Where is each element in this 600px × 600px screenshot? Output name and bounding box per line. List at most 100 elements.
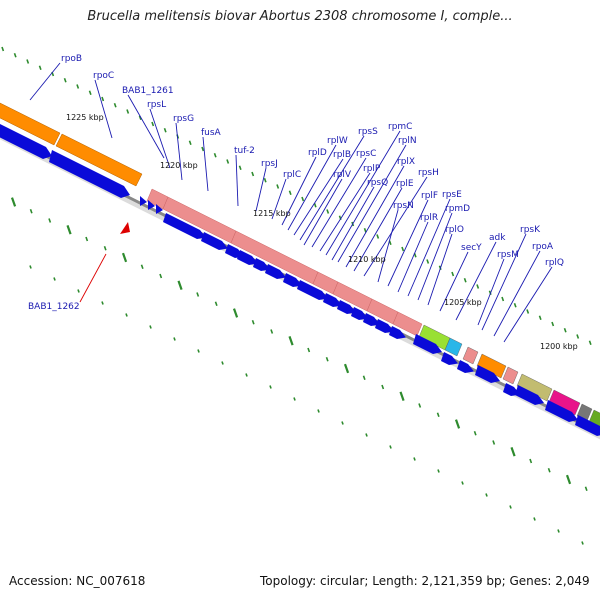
gene-label-rpsh[interactable]: rpsH (418, 168, 439, 178)
gene-label-rpsc[interactable]: rpsC (356, 149, 376, 159)
tick-mark (77, 289, 80, 293)
tick-mark (226, 159, 230, 164)
cds-arrow (441, 352, 458, 365)
tick-mark (149, 325, 152, 329)
gene-label-rpoa[interactable]: rpoA (532, 242, 554, 252)
cds-arrow (545, 400, 578, 422)
leader-line (493, 250, 541, 337)
gene-label-rplo[interactable]: rplO (445, 225, 464, 235)
gene-label-rpln[interactable]: rplN (398, 136, 417, 146)
highlight-leader-line (79, 253, 107, 303)
gene-label-rplp[interactable]: rplP (363, 164, 381, 174)
tick-mark (238, 165, 242, 171)
gene-label-rple[interactable]: rplE (396, 179, 414, 189)
feature-blocks (0, 102, 600, 428)
leader-line (331, 186, 375, 261)
gene-label-secy[interactable]: secY (461, 243, 482, 253)
gene-label-rplb[interactable]: rplB (333, 150, 351, 160)
leader-line (287, 144, 337, 231)
kbp-label: 1205 kbp (444, 298, 482, 307)
cds-arrow (140, 196, 147, 206)
gene-label-rpmc[interactable]: rpmC (388, 122, 412, 132)
tick-mark (1, 46, 5, 52)
leader-line (407, 198, 451, 297)
rpsk-block (502, 366, 519, 385)
tick-mark (10, 197, 17, 207)
tick-mark (263, 177, 267, 183)
gene-label-fusa[interactable]: fusA (201, 128, 222, 138)
gene-label-tuf-2[interactable]: tuf-2 (234, 146, 255, 156)
gene-label-rpsl[interactable]: rpsL (147, 100, 166, 110)
topology-summary: Topology: circular; Length: 2,121,359 bp… (260, 574, 590, 588)
leader-line (29, 62, 61, 101)
gene-label-rpsn[interactable]: rpsN (393, 201, 414, 211)
tick-mark (288, 335, 294, 346)
tick-mark (53, 277, 56, 281)
cds-arrow (575, 415, 600, 436)
tick-mark (101, 96, 105, 102)
cds-arrow (457, 360, 474, 373)
gene-label-bab1-1262[interactable]: BAB1_1262 (28, 302, 80, 312)
gene-label-adk[interactable]: adk (489, 233, 506, 243)
tick-mark (201, 146, 205, 152)
tick-mark (343, 363, 350, 374)
tick-mark (341, 421, 344, 425)
tick-mark (126, 109, 130, 114)
gene-label-rpsm[interactable]: rpsM (497, 250, 519, 260)
tick-mark (269, 385, 272, 389)
gene-label-rpmd[interactable]: rpmD (445, 204, 470, 214)
tick-mark (26, 59, 30, 64)
tick-mark (63, 77, 67, 83)
leader-line (503, 266, 553, 343)
leader-line (363, 176, 428, 277)
gene-label-rplr[interactable]: rplR (420, 213, 438, 223)
kbp-label: 1215 kbp (253, 209, 291, 218)
gene-label-rpsg[interactable]: rpsG (173, 114, 194, 124)
gene-label-rpld[interactable]: rplD (308, 148, 327, 158)
tick-mark (188, 140, 192, 146)
cds-arrow (413, 334, 442, 354)
cds-arrow (323, 293, 342, 307)
gene-label-rpsj[interactable]: rpsJ (261, 159, 278, 169)
gene-label-rplf[interactable]: rplF (421, 191, 438, 201)
leader-line (293, 158, 344, 236)
tick-mark (251, 171, 255, 177)
gene-label-bab1-1261[interactable]: BAB1_1261 (122, 86, 174, 96)
cds-arrow (148, 200, 155, 210)
gene-label-rpse[interactable]: rpsE (442, 190, 462, 200)
leader-line (353, 187, 403, 272)
tick-mark (510, 446, 516, 457)
gene-label-rplw[interactable]: rplW (327, 136, 348, 146)
gene-label-rplq[interactable]: rplQ (545, 258, 564, 268)
tick-mark (221, 361, 224, 365)
tick-mark (48, 218, 52, 223)
tick-mark (173, 337, 176, 341)
gene-label-rpob[interactable]: rpoB (61, 54, 82, 64)
gene-label-rplv[interactable]: rplV (333, 170, 352, 180)
tick-mark (103, 245, 107, 251)
kbp-scale-labels: 1225 kbp 1220 kbp 1215 kbp 1210 kbp 1205… (66, 113, 578, 351)
tick-mark (389, 445, 392, 449)
rpob-block (0, 102, 61, 146)
rpoa-block (476, 353, 507, 379)
tick-mark (526, 309, 530, 314)
tick-mark (101, 301, 104, 305)
kbp-label: 1225 kbp (66, 113, 104, 122)
gene-label-rplx[interactable]: rplX (397, 157, 415, 167)
cds-arrow (351, 307, 368, 320)
gene-label-rpoc[interactable]: rpoC (93, 71, 114, 81)
gene-label-rpss[interactable]: rpsS (358, 127, 378, 137)
tick-mark (529, 458, 533, 464)
cds-arrow (49, 150, 130, 198)
gene-label-rpsq[interactable]: rpsQ (367, 178, 388, 188)
leader-line (299, 135, 365, 241)
tick-mark (29, 265, 32, 269)
gene-label-rpsk[interactable]: rpsK (520, 225, 541, 235)
tick-mark (418, 403, 422, 408)
leader-line (311, 157, 367, 248)
leader-line (345, 165, 405, 268)
gene-label-rplc[interactable]: rplC (283, 170, 301, 180)
tick-mark (473, 430, 477, 436)
rpoc-block (55, 133, 143, 187)
tick-mark (214, 301, 218, 307)
